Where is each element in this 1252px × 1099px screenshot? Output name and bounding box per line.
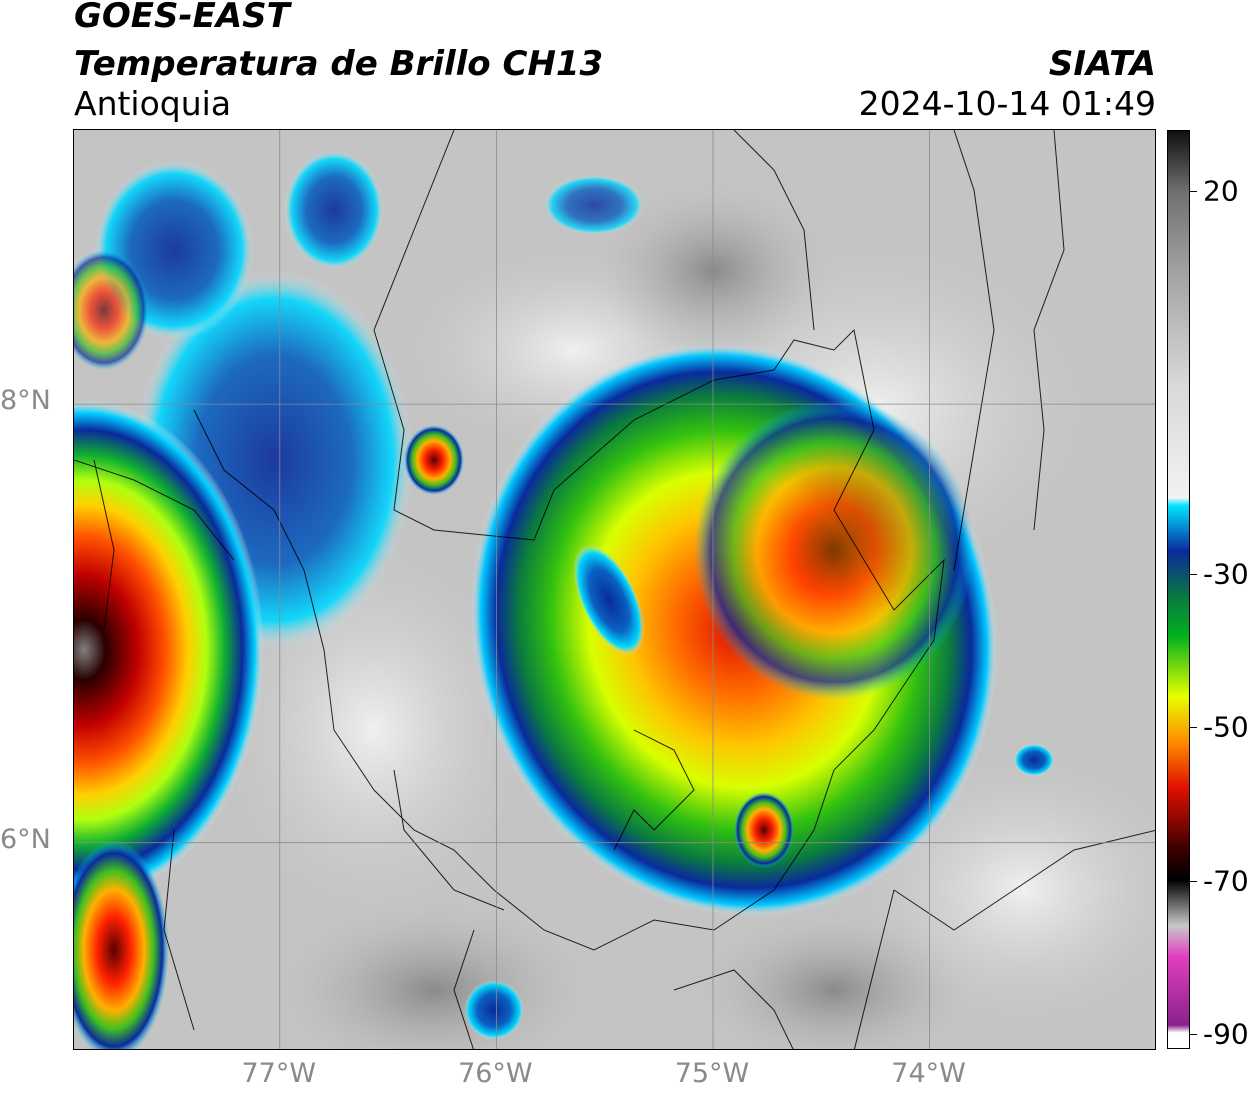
lon-tick-label: 77°W [241,1058,317,1089]
map-canvas [74,130,1155,1049]
graticule [74,130,1155,1049]
lat-tick-label: 8°N [0,385,51,417]
region-label: Antioquia [74,84,232,123]
colorbar-tick [1190,880,1197,882]
lon-tick-label: 74°W [891,1058,966,1089]
colorbar-tick-label: -30 [1203,557,1249,591]
colorbar-tick [1190,1033,1197,1035]
organization-label: SIATA [1048,44,1156,84]
satellite-title: GOES-EAST [74,0,290,36]
lat-tick-label: 6°N [0,823,51,855]
lon-tick-label: 76°W [458,1058,533,1089]
satellite-map[interactable] [73,129,1156,1050]
colorbar-tick-label: 20 [1203,174,1239,208]
colorbar-tick [1190,191,1197,193]
timestamp-label: 2024-10-14 01:49 [858,84,1156,123]
product-title: Temperatura de Brillo CH13 [74,44,604,84]
colorbar-tick-label: -50 [1203,710,1249,744]
lon-tick-label: 75°W [674,1058,750,1089]
colorbar-tick [1190,727,1197,729]
colorbar-tick [1190,574,1197,576]
colorbar [1167,130,1190,1049]
borders [74,130,1155,1049]
colorbar-tick-label: -70 [1203,864,1249,898]
colorbar-tick-label: -90 [1203,1017,1249,1051]
